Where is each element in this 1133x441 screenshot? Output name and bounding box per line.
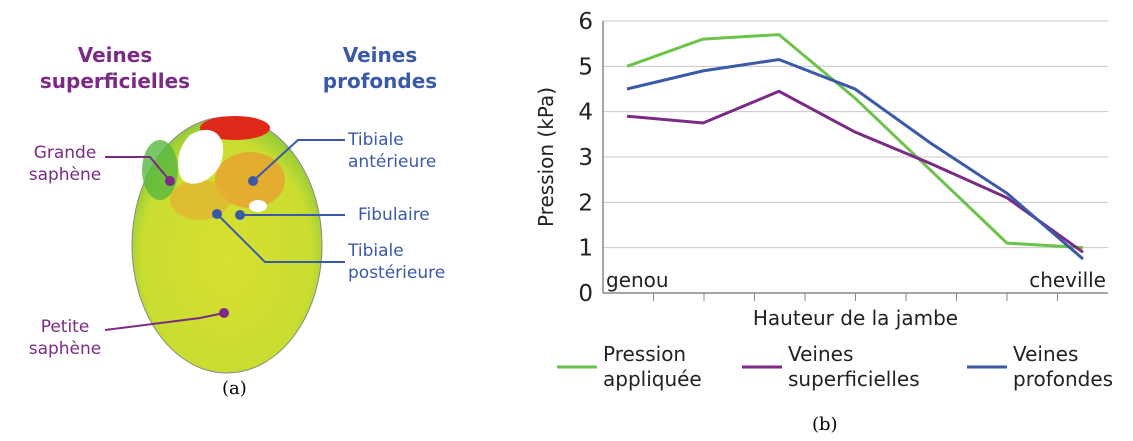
annotation: cheville bbox=[1029, 268, 1106, 292]
y-tick-label: 6 bbox=[578, 9, 593, 35]
y-tick-label: 3 bbox=[578, 145, 593, 171]
y-tick-label: 5 bbox=[578, 54, 593, 80]
caption: (b) bbox=[812, 414, 838, 435]
annotation: genou bbox=[606, 268, 669, 292]
y-tick-label: 1 bbox=[578, 236, 593, 262]
caption: (a) bbox=[222, 378, 247, 399]
y-tick-label: 4 bbox=[578, 100, 593, 126]
y-tick-label: 2 bbox=[578, 190, 593, 216]
series-line bbox=[626, 33, 1084, 250]
vein-label: Grande saphène bbox=[28, 143, 102, 185]
series-line bbox=[626, 89, 1084, 254]
group-label: Veines profondes bbox=[322, 43, 438, 93]
vein-label: Tibiale antérieure bbox=[348, 130, 437, 172]
x-axis-label: Hauteur de la jambe bbox=[753, 306, 958, 330]
y-axis-label: Pression (kPa) bbox=[534, 87, 558, 227]
legend-label: Veines superficielles bbox=[788, 342, 920, 391]
y-tick-label: 0 bbox=[578, 281, 593, 307]
group-label: Veines superficielles bbox=[39, 43, 191, 93]
legend-label: Pression appliquée bbox=[603, 342, 702, 391]
vein-label: Tibiale postérieure bbox=[348, 241, 446, 283]
vein-label: Fibulaire bbox=[358, 205, 430, 225]
vein-label: Petite saphène bbox=[28, 317, 102, 359]
legend-label: Veines profondes bbox=[1013, 342, 1114, 391]
series-line bbox=[626, 57, 1084, 261]
leg-section bbox=[104, 116, 345, 374]
